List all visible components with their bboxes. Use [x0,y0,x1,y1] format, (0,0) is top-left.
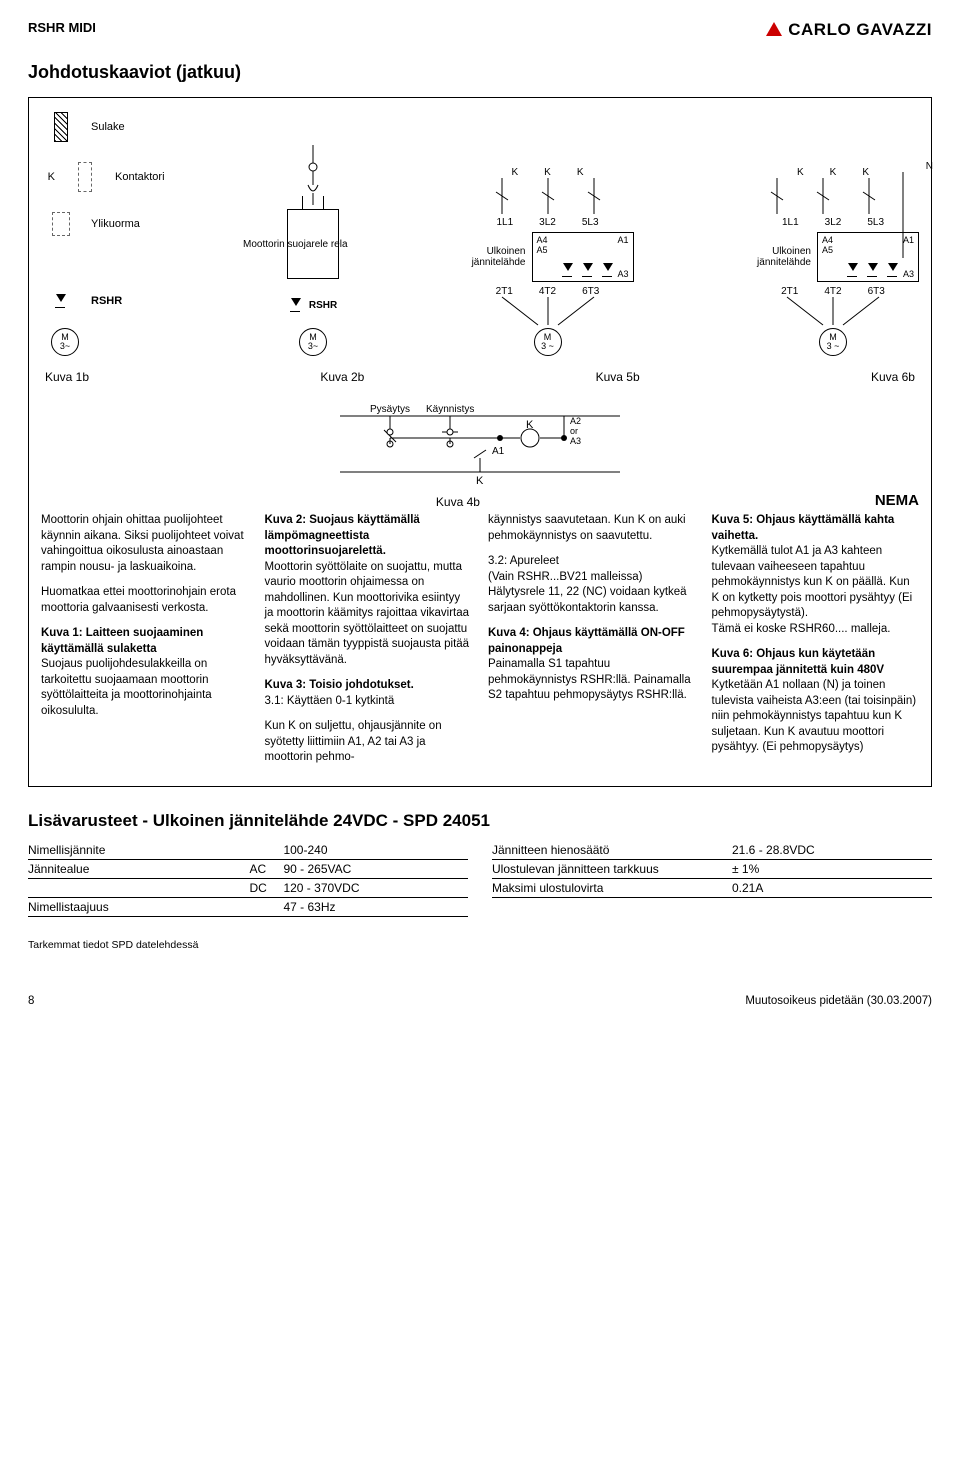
svg-text:or: or [570,426,578,436]
c1p1: Moottorin ohjain ohittaa puolijohteet kä… [41,513,249,575]
relay-box-label: Moottorin suojarele rela [243,239,348,250]
svg-text:A3: A3 [570,436,581,446]
legend-rshr: RSHR [41,294,165,308]
brand-text: CARLO GAVAZZI [788,20,932,40]
caption-6b: Kuva 6b [871,370,915,384]
col-2: Kuva 2: Suojaus käyttämällä lämpömagneet… [265,513,473,776]
legend-overload: Ylikuorma [41,212,165,236]
legend-motor-icon: M3~ [51,328,79,356]
spec-row-l0: Nimellisjännite 100-240 [28,841,468,860]
spec-row-l2: DC 120 - 370VDC [28,879,468,898]
brand-logo: CARLO GAVAZZI [766,20,932,40]
controller-box-icon: A4 A5 A1 A3 [817,232,919,282]
c1p2: Huomatkaa ettei moottorinohjain erota mo… [41,585,249,616]
datasheet-note: Tarkemmat tiedot SPD datelehdessä [28,939,932,951]
legend-contactor: K Kontaktori [41,162,165,192]
spec-row-r0: Jännitteen hienosäätö 21.6 - 28.8VDC [492,841,932,860]
rshr-label: RSHR [309,300,337,311]
spec-row-l1: Jännitealue AC 90 - 265VAC [28,860,468,879]
c4p1: Kytkemällä tulot A1 ja A3 kahteen tuleva… [712,545,913,635]
fuse-icon [54,112,68,142]
nema-label: NEMA [875,492,919,509]
diagram-5b: K K K 1L1 3L2 5L3 Ulkoinen jännitelähde … [462,167,634,356]
c1p3: Suojaus puolijohdesulakkeilla on tarkoit… [41,658,212,717]
body-text-columns: Moottorin ohjain ohittaa puolijohteet kä… [41,513,919,776]
c2p2: 3.1: Käyttäen 0-1 kytkintä [265,695,395,707]
svg-text:A2: A2 [570,416,581,426]
svg-text:K: K [476,475,484,487]
legend: Sulake K Kontaktori Ylikuorma RSHR M [41,112,165,356]
tap-lines-icon [753,178,913,214]
spec-row-l3: Nimellistaajuus 47 - 63Hz [28,898,468,917]
spec-tables: Nimellisjännite 100-240 Jännitealue AC 9… [28,841,932,917]
motor-feed-lines-icon [763,297,903,325]
c2p1: Moottorin syöttölaite on suojattu, mutta… [265,561,470,666]
page-number: 8 [28,995,34,1007]
motor-feed-lines-icon [478,297,618,325]
caption-5b: Kuva 5b [596,370,640,384]
c4h2: Kuva 6: Ohjaus kun käytetään suurempaa j… [712,648,885,676]
c4p2: Kytketään A1 nollaan (N) ja toinen tulev… [712,679,917,753]
revision-note: Muutosoikeus pidetään (30.03.2007) [745,995,932,1007]
ext-supply-label: Ulkoinen jännitelähde [747,246,811,268]
c1h1: Kuva 1: Laitteen suojaaminen käyttämällä… [41,627,203,655]
ext-supply-label: Ulkoinen jännitelähde [462,246,526,268]
svg-text:Pysäytys: Pysäytys [370,404,410,415]
neutral-label: N [926,161,933,172]
diagram-4b: Pysäytys Käynnistys A1 K A2 or A3 [330,402,630,486]
col-1: Moottorin ohjain ohittaa puolijohteet kä… [41,513,249,776]
logo-triangle-icon [766,22,782,36]
legend-overload-label: Ylikuorma [91,218,140,230]
svg-text:A1: A1 [492,446,505,457]
page-title: Johdotuskaaviot (jatkuu) [28,62,932,83]
contactor-icon [78,162,92,192]
c2h1: Kuva 2: Suojaus käyttämällä lämpömagneet… [265,514,420,557]
caption-2b: Kuva 2b [320,370,364,384]
diagram-2b-top-icon [278,145,348,205]
c3p3: Painamalla S1 tapahtuu pehmokäynnistys R… [488,658,691,701]
legend-fuse-label: Sulake [91,121,125,133]
legend-rshr-label: RSHR [91,295,122,307]
motor-icon: M3 ~ [819,328,847,356]
motor-icon: M3~ [299,328,327,356]
c2p3: Kun K on suljettu, ohjausjännite on syöt… [265,719,473,766]
c4h1: Kuva 5: Ohjaus käyttämällä kahta vaihett… [712,514,895,542]
diagram-6b: N K K K 1L1 3L2 5L3 Ulkoinen jänni [747,167,919,356]
svg-text:Käynnistys: Käynnistys [426,404,474,415]
thyristor-icon [289,298,303,312]
legend-k-prefix: K [41,171,55,183]
spec-table-left: Nimellisjännite 100-240 Jännitealue AC 9… [28,841,468,917]
tap-lines-icon [478,178,618,214]
legend-fuse: Sulake [41,112,165,142]
caption-1b: Kuva 1b [45,370,89,384]
product-name: RSHR MIDI [28,20,96,35]
diagram-2b: Moottorin suojarele rela RSHR M3~ [278,145,348,356]
c2h2: Kuva 3: Toisio johdotukset. [265,679,414,691]
thyristor-icon [54,294,68,308]
motor-icon: M3 ~ [534,328,562,356]
c3p1: käynnistys saavutetaan. Kun K on auki pe… [488,513,696,544]
spec-table-right: Jännitteen hienosäätö 21.6 - 28.8VDC Ulo… [492,841,932,917]
col-3: käynnistys saavutetaan. Kun K on auki pe… [488,513,696,776]
accessories-title: Lisävarusteet - Ulkoinen jännitelähde 24… [28,811,932,831]
spec-row-r1: Ulostulevan jännitteen tarkkuus ± 1% [492,860,932,879]
c3h1: Kuva 4: Ohjaus käyttämällä ON-OFF painon… [488,627,685,655]
legend-contactor-label: Kontaktori [115,171,165,183]
col-4: Kuva 5: Ohjaus käyttämällä kahta vaihett… [712,513,920,776]
wiring-diagram-frame: Sulake K Kontaktori Ylikuorma RSHR M [28,97,932,787]
c3p2: 3.2: Apureleet (Vain RSHR...BV21 malleis… [488,554,696,616]
spec-row-r2: Maksimi ulostulovirta 0.21A [492,879,932,898]
caption-4b: Kuva 4b [436,495,480,509]
controller-box-icon: A4 A5 A1 A3 [532,232,634,282]
svg-text:K: K [526,419,534,431]
overload-icon [52,212,70,236]
